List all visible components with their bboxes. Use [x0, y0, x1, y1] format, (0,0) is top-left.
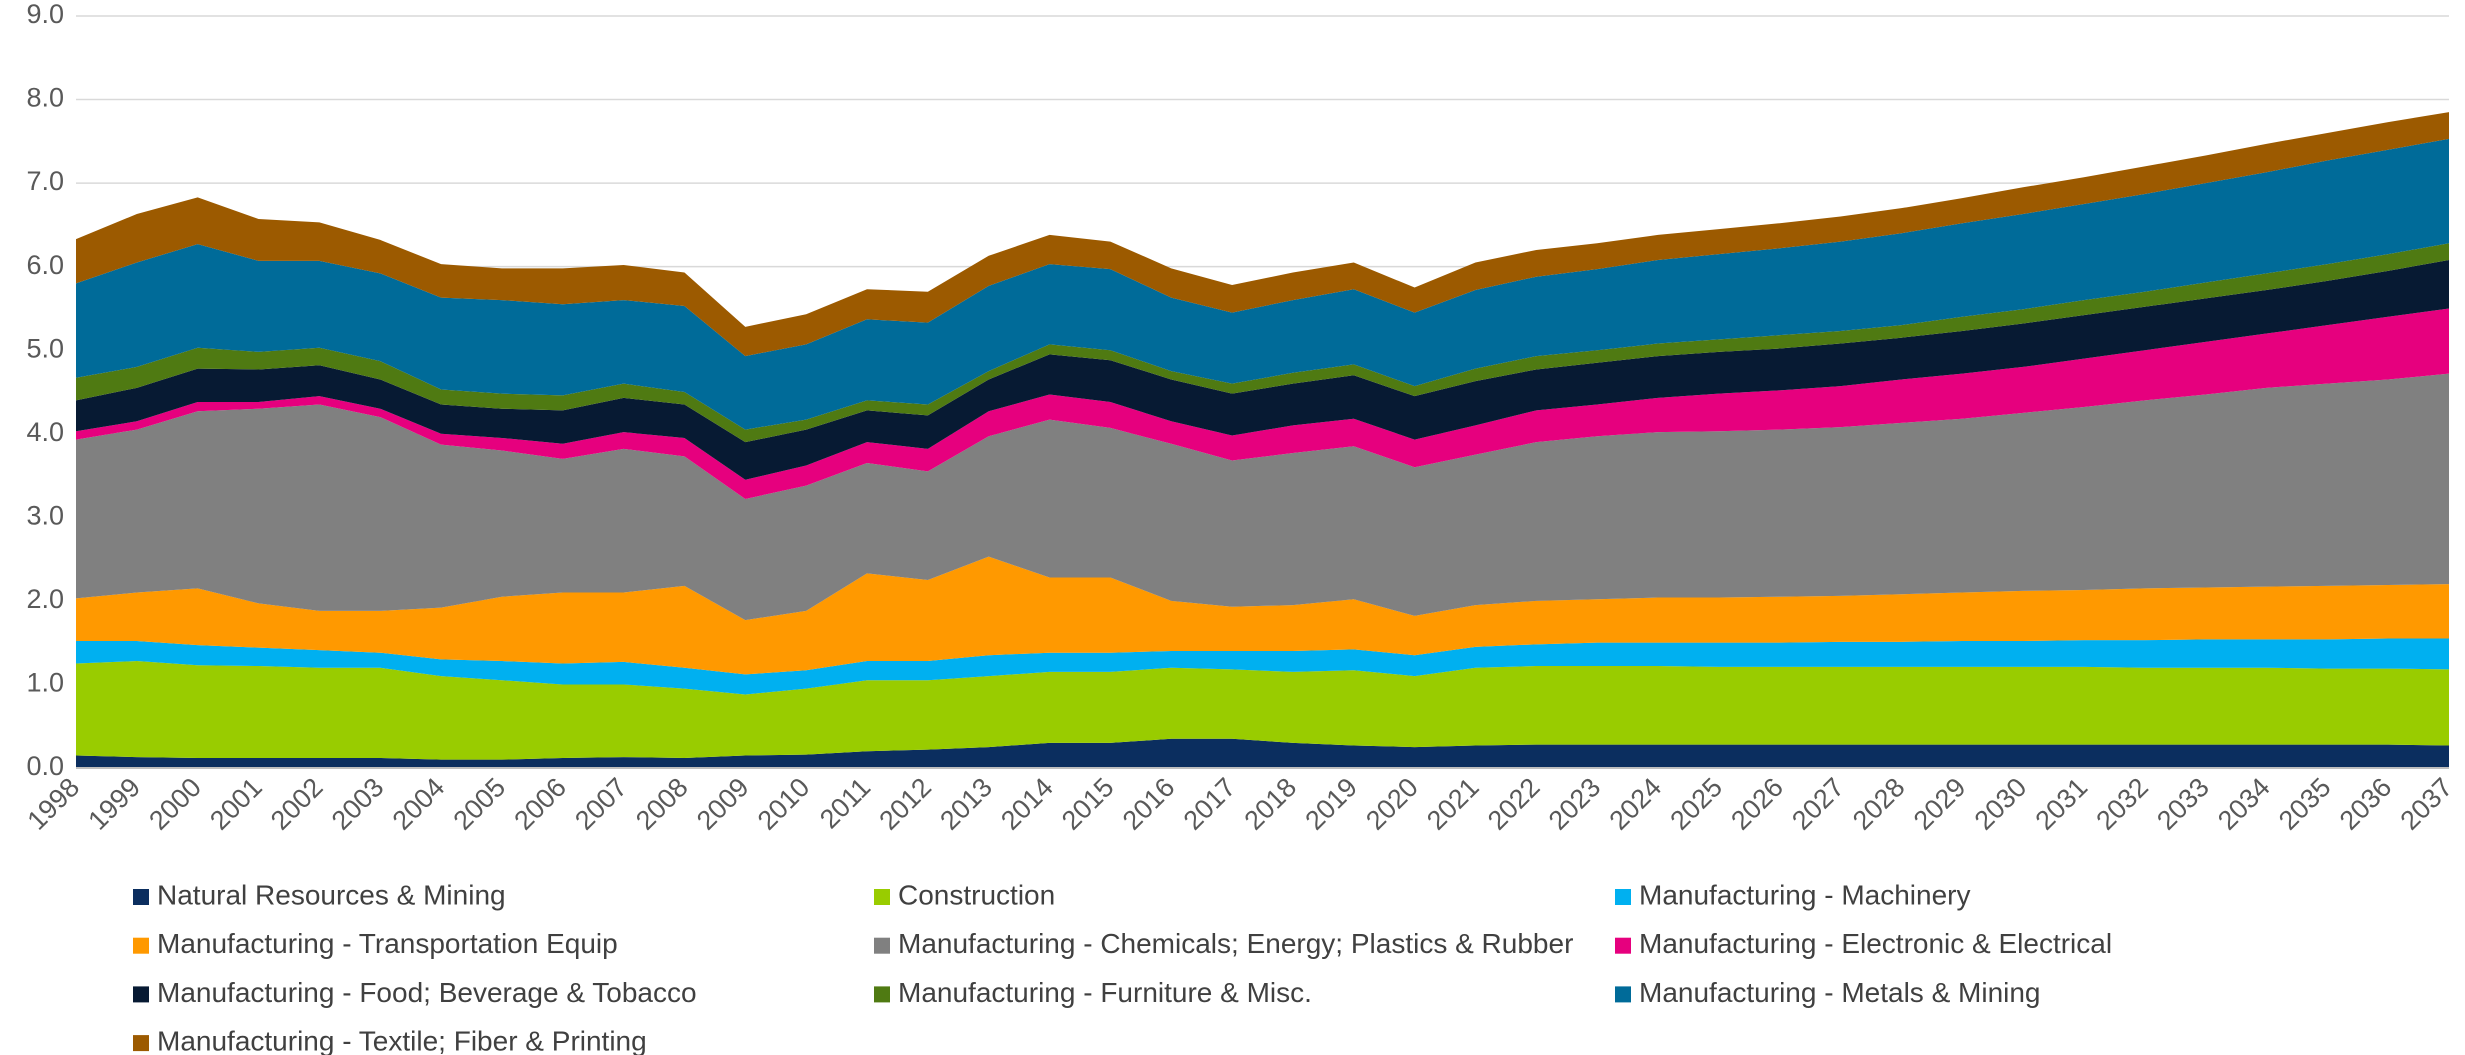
x-tick-label: 2005	[448, 772, 512, 836]
x-tick-label: 2034	[2212, 772, 2276, 836]
legend-swatch	[874, 986, 890, 1002]
y-tick-label: 3.0	[26, 500, 64, 530]
y-tick-label: 9.0	[26, 0, 64, 29]
legend-swatch	[133, 938, 149, 954]
x-tick-label: 2030	[1969, 772, 2033, 836]
y-tick-label: 7.0	[26, 166, 64, 196]
legend-label: Manufacturing - Food; Beverage & Tobacco	[157, 977, 697, 1008]
legend-swatch	[874, 889, 890, 905]
x-tick-label: 2019	[1299, 772, 1363, 836]
legend-label: Manufacturing - Machinery	[1639, 879, 1970, 910]
y-tick-label: 4.0	[26, 417, 64, 447]
legend-label: Manufacturing - Chemicals; Energy; Plast…	[898, 928, 1573, 959]
page: {"chart_data": {"type": "stacked-area", …	[0, 0, 2465, 1055]
y-tick-label: 2.0	[26, 584, 64, 614]
x-tick-label: 2023	[1543, 772, 1607, 836]
x-tick-label: 2000	[143, 772, 207, 836]
x-tick-label: 2033	[2151, 772, 2215, 836]
x-tick-label: 2028	[1847, 772, 1911, 836]
x-tick-label: 2007	[569, 772, 633, 836]
y-tick-label: 5.0	[26, 333, 64, 363]
x-tick-label: 2009	[691, 772, 755, 836]
x-tick-label: 2016	[1117, 772, 1181, 836]
x-tick-label: 2035	[2273, 772, 2337, 836]
legend-label: Manufacturing - Transportation Equip	[157, 928, 618, 959]
legend-swatch	[1615, 986, 1631, 1002]
legend-label: Manufacturing - Electronic & Electrical	[1639, 928, 2112, 959]
x-tick-label: 2014	[995, 772, 1059, 836]
legend-swatch	[1615, 938, 1631, 954]
x-tick-label: 2013	[934, 772, 998, 836]
x-tick-label: 2003	[326, 772, 390, 836]
x-tick-label: 2021	[1421, 772, 1485, 836]
x-tick-label: 2032	[2090, 772, 2154, 836]
chart: 0.01.02.03.04.05.06.07.08.09.01998199920…	[0, 0, 2465, 1055]
x-tick-label: 2012	[873, 772, 937, 836]
x-tick-label: 2015	[1056, 772, 1120, 836]
legend-label: Natural Resources & Mining	[157, 879, 506, 910]
legend-swatch	[133, 986, 149, 1002]
x-tick-label: 2022	[1482, 772, 1546, 836]
x-tick-label: 2026	[1725, 772, 1789, 836]
x-tick-label: 2027	[1786, 772, 1850, 836]
y-tick-label: 1.0	[26, 668, 64, 698]
legend-swatch	[874, 938, 890, 954]
legend-label: Manufacturing - Textile; Fiber & Printin…	[157, 1025, 647, 1055]
legend-label: Construction	[898, 879, 1055, 910]
x-tick-label: 2011	[814, 772, 876, 834]
x-tick-label: 1999	[82, 772, 146, 836]
x-tick-label: 2024	[1604, 772, 1668, 836]
x-tick-label: 2018	[1239, 772, 1303, 836]
x-tick-label: 2002	[265, 772, 329, 836]
legend-label: Manufacturing - Furniture & Misc.	[898, 977, 1312, 1008]
y-tick-label: 6.0	[26, 250, 64, 280]
x-tick-label: 2037	[2395, 772, 2459, 836]
legend-swatch	[1615, 889, 1631, 905]
legend-swatch	[133, 889, 149, 905]
y-tick-label: 8.0	[26, 83, 64, 113]
legend-label: Manufacturing - Metals & Mining	[1639, 977, 2041, 1008]
legend-swatch	[133, 1035, 149, 1051]
x-tick-label: 1998	[22, 772, 86, 836]
x-tick-label: 2025	[1664, 772, 1728, 836]
x-tick-label: 2006	[508, 772, 572, 836]
x-tick-label: 2010	[752, 772, 816, 836]
x-tick-label: 2004	[387, 772, 451, 836]
x-tick-label: 2020	[1360, 772, 1424, 836]
x-tick-label: 2008	[630, 772, 694, 836]
x-tick-label: 2036	[2334, 772, 2398, 836]
x-tick-label: 2017	[1178, 772, 1242, 836]
x-tick-label: 2031	[2030, 772, 2094, 836]
x-tick-label: 2029	[1908, 772, 1972, 836]
x-tick-label: 2001	[204, 772, 268, 836]
